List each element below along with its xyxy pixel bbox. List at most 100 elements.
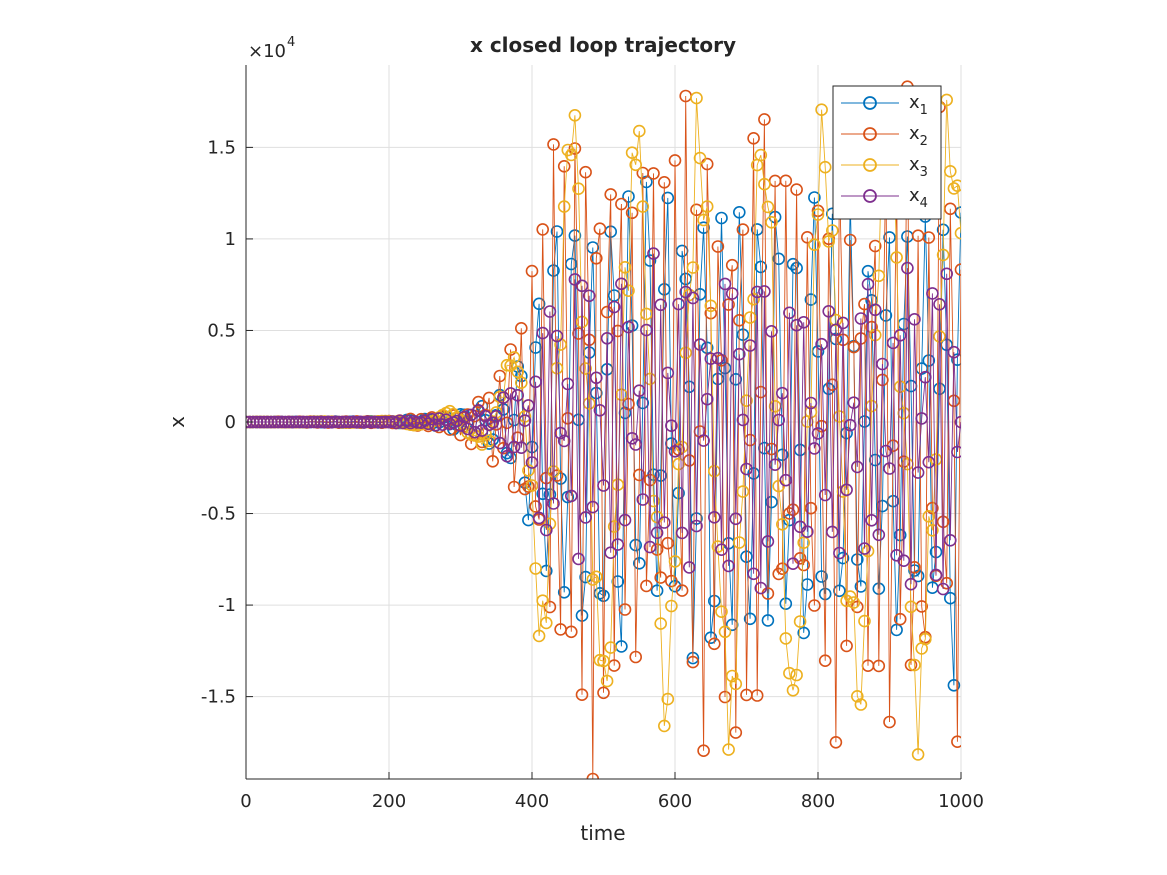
series-marker xyxy=(543,600,557,614)
series-marker xyxy=(954,263,961,276)
series-marker xyxy=(511,388,525,402)
series-marker xyxy=(758,113,771,126)
series-marker xyxy=(493,369,507,383)
series-marker xyxy=(804,396,818,410)
series-marker xyxy=(865,513,878,527)
series-marker xyxy=(629,438,643,451)
series-marker xyxy=(883,715,896,729)
series-marker xyxy=(722,559,735,573)
series-marker xyxy=(514,321,528,335)
series-marker xyxy=(682,288,696,302)
series-marker xyxy=(743,339,757,352)
series-marker xyxy=(908,312,921,326)
series-marker xyxy=(486,454,500,468)
legend-marker xyxy=(863,96,877,110)
series-marker xyxy=(865,320,878,334)
series-marker xyxy=(600,674,614,688)
series-marker xyxy=(686,291,700,305)
series-marker xyxy=(793,615,807,628)
series-marker xyxy=(758,177,771,191)
series-marker xyxy=(732,347,746,361)
legend-marker xyxy=(863,127,877,141)
series-marker xyxy=(790,183,803,196)
series-marker xyxy=(879,444,893,458)
series-marker xyxy=(589,371,603,385)
series-marker xyxy=(618,260,632,274)
y-exponent-power: 4 xyxy=(287,35,295,50)
series-marker xyxy=(761,535,775,548)
series-marker xyxy=(550,225,564,238)
y-exponent-base: ×10 xyxy=(248,41,286,62)
series-marker xyxy=(532,297,546,311)
series-marker xyxy=(936,248,950,262)
series-marker xyxy=(754,260,768,274)
series-marker xyxy=(486,416,500,430)
series-marker xyxy=(736,485,750,498)
series-marker xyxy=(636,493,650,506)
series-marker xyxy=(886,494,900,508)
series-marker xyxy=(597,654,610,668)
series-marker xyxy=(593,403,607,417)
series-marker xyxy=(554,338,567,351)
series-marker xyxy=(632,124,646,138)
series-marker xyxy=(850,460,864,474)
series-marker xyxy=(840,483,853,497)
series-marker xyxy=(579,511,592,524)
series-marker xyxy=(572,552,585,566)
series-marker xyxy=(700,392,714,406)
series-marker xyxy=(783,507,796,520)
series-marker xyxy=(761,200,775,214)
series-marker xyxy=(822,382,836,396)
series-marker xyxy=(654,617,668,630)
series-marker xyxy=(597,479,610,492)
series-marker xyxy=(904,577,918,591)
series-marker xyxy=(740,394,753,408)
series-marker xyxy=(504,387,517,400)
series-marker xyxy=(775,517,789,531)
series-marker xyxy=(722,743,735,756)
series-marker xyxy=(690,519,703,533)
series-marker xyxy=(629,538,643,552)
series-marker xyxy=(815,419,828,433)
series-marker xyxy=(786,257,800,271)
series-marker xyxy=(690,91,703,105)
series-marker xyxy=(829,323,843,337)
series-marker xyxy=(597,686,610,700)
series-marker xyxy=(640,579,653,593)
series-marker xyxy=(822,304,836,318)
series-marker xyxy=(682,561,696,574)
series-marker xyxy=(647,167,660,180)
series-marker xyxy=(772,252,786,266)
series-marker xyxy=(640,323,653,337)
series-marker xyxy=(564,148,578,162)
series-marker xyxy=(693,338,707,351)
series-marker xyxy=(618,603,632,616)
series-marker xyxy=(783,306,796,320)
series-marker xyxy=(736,413,750,427)
series-marker xyxy=(607,300,621,314)
series-marker xyxy=(868,239,882,253)
series-marker xyxy=(650,526,664,540)
series-marker xyxy=(725,258,739,272)
x-tick-label: 1000 xyxy=(938,791,984,812)
legend-marker xyxy=(863,158,877,172)
series-marker xyxy=(783,666,796,680)
series-marker xyxy=(954,415,961,429)
series-marker xyxy=(504,359,517,373)
series-marker xyxy=(750,689,764,702)
series-marker xyxy=(643,473,657,487)
series-marker xyxy=(572,327,585,340)
y-exponent-label: ×10 4 xyxy=(248,35,295,62)
series-marker xyxy=(547,138,560,151)
series-marker xyxy=(729,677,743,691)
series-marker xyxy=(572,182,585,195)
series-marker xyxy=(493,436,507,450)
series-marker xyxy=(704,299,718,313)
series-marker xyxy=(926,501,939,515)
series-marker xyxy=(557,434,571,448)
series-marker xyxy=(661,366,675,380)
series-marker xyxy=(715,543,728,557)
series-marker xyxy=(797,626,811,640)
series-marker xyxy=(850,689,864,703)
series-marker xyxy=(604,188,618,201)
